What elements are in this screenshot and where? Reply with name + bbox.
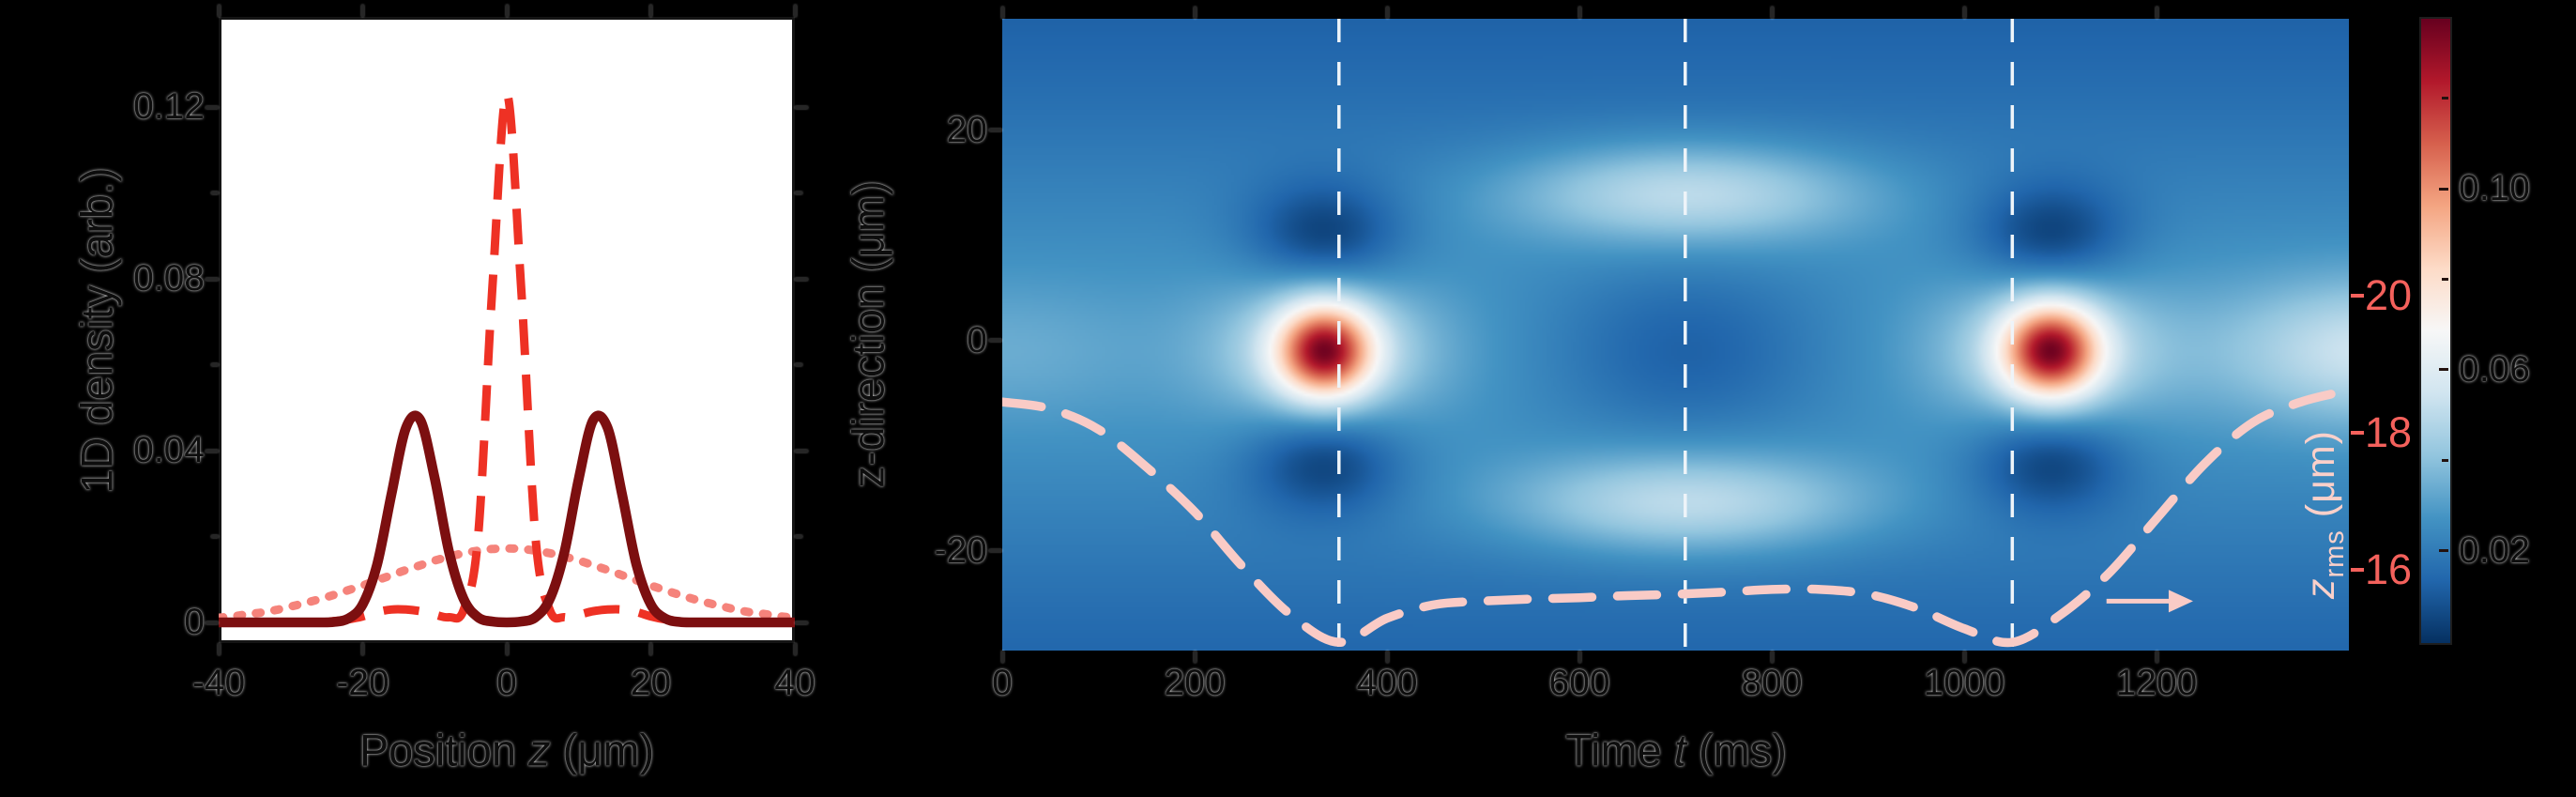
left-y-minor-tick-right bbox=[795, 363, 802, 366]
right-x-tick-top bbox=[2155, 7, 2158, 19]
right-x-tick bbox=[1578, 651, 1581, 663]
density-heatmap bbox=[1002, 19, 2349, 651]
zrms-tick-label: 18 bbox=[2365, 408, 2413, 457]
left-y-minor-tick-right bbox=[795, 192, 802, 194]
left-y-tick-right bbox=[795, 449, 808, 452]
colorbar-tick bbox=[2439, 549, 2448, 553]
right-x-tick bbox=[1000, 651, 1004, 663]
right-x-tick-top bbox=[1770, 7, 1774, 19]
left-y-minor-tick bbox=[211, 192, 219, 194]
right-x-tick-label: 400 bbox=[1356, 663, 1418, 703]
zrms-tick-label: 16 bbox=[2365, 545, 2413, 594]
left-y-minor-tick-right bbox=[795, 535, 802, 538]
left-y-tick bbox=[206, 621, 219, 624]
zrms-label-unit: (μm) bbox=[2298, 429, 2344, 530]
left-panel-plot-area bbox=[219, 17, 795, 643]
left-x-tick-label: 40 bbox=[774, 663, 815, 703]
left-x-tick-top bbox=[361, 5, 364, 17]
colorbar-minor-tick bbox=[2442, 97, 2448, 100]
right-x-tick bbox=[1193, 651, 1197, 663]
colorbar-minor-tick bbox=[2442, 458, 2448, 462]
zrms-label-main: z bbox=[2298, 577, 2344, 600]
right-y-tick bbox=[989, 129, 1002, 132]
right-y-tick bbox=[989, 339, 1002, 343]
left-x-axis-label-var: z bbox=[528, 725, 551, 775]
colorbar-tick bbox=[2439, 187, 2448, 191]
right-x-tick-top bbox=[1000, 7, 1004, 19]
left-y-tick-right bbox=[795, 277, 808, 281]
colorbar-tick-label: 0.10 bbox=[2459, 168, 2530, 209]
right-x-tick-label: 200 bbox=[1164, 663, 1226, 703]
colorbar-tick-label: 0.06 bbox=[2459, 348, 2530, 390]
left-x-tick bbox=[505, 643, 509, 655]
right-x-tick-label: 1200 bbox=[2115, 663, 2198, 703]
zrms-tick bbox=[2351, 431, 2364, 436]
right-x-tick-label: 600 bbox=[1548, 663, 1610, 703]
left-x-tick-top bbox=[505, 5, 509, 17]
right-x-axis-label-suffix: (ms) bbox=[1685, 725, 1787, 775]
left-x-tick bbox=[649, 643, 652, 655]
left-x-tick bbox=[217, 643, 221, 655]
left-y-minor-tick bbox=[211, 363, 219, 366]
right-x-tick-label: 800 bbox=[1741, 663, 1803, 703]
colorbar-minor-tick bbox=[2442, 277, 2448, 281]
right-y-axis-label: z-direction (μm) bbox=[843, 180, 893, 488]
left-y-tick bbox=[206, 449, 219, 452]
right-y-tick-label: 0 bbox=[967, 319, 987, 360]
left-x-tick-label: 0 bbox=[496, 663, 517, 703]
right-x-tick-top bbox=[1193, 7, 1197, 19]
left-y-tick-label: 0.08 bbox=[133, 258, 205, 299]
zrms-tick bbox=[2351, 568, 2364, 573]
right-y-tick-label: -20 bbox=[934, 529, 987, 571]
left-y-minor-tick bbox=[211, 535, 219, 538]
left-x-axis-label-prefix: Position bbox=[358, 725, 529, 775]
right-x-axis-label: Time t (ms) bbox=[1565, 725, 1787, 776]
colorbar-tick bbox=[2439, 368, 2448, 372]
left-y-tick-right bbox=[795, 105, 808, 109]
left-x-tick bbox=[361, 643, 364, 655]
left-y-axis-label: 1D density (arb.) bbox=[71, 167, 122, 494]
right-x-tick bbox=[1962, 651, 1966, 663]
colorbar-tick-label: 0.02 bbox=[2459, 529, 2530, 571]
left-x-tick-top bbox=[217, 5, 221, 17]
zrms-label-sub: rms bbox=[2319, 529, 2350, 578]
colorbar bbox=[2419, 17, 2452, 645]
right-x-tick-label: 0 bbox=[992, 663, 1013, 703]
zrms-tick bbox=[2351, 293, 2364, 298]
zrms-tick-label: 20 bbox=[2365, 270, 2413, 319]
left-x-tick-label: -40 bbox=[191, 663, 246, 703]
right-x-tick-top bbox=[1578, 7, 1581, 19]
left-y-tick-right bbox=[795, 621, 808, 624]
left-y-tick bbox=[206, 105, 219, 109]
right-x-axis-label-var: t bbox=[1673, 725, 1686, 775]
left-x-tick-label: -20 bbox=[336, 663, 389, 703]
left-x-tick-label: 20 bbox=[630, 663, 672, 703]
right-x-tick-top bbox=[1385, 7, 1389, 19]
right-y-tick bbox=[989, 549, 1002, 553]
right-x-tick-top bbox=[1962, 7, 1966, 19]
right-x-tick bbox=[1385, 651, 1389, 663]
left-y-tick-label: 0.04 bbox=[133, 430, 205, 470]
left-y-tick-label: 0 bbox=[184, 602, 205, 642]
right-x-tick bbox=[2155, 651, 2158, 663]
right-y-tick-label: 20 bbox=[946, 109, 987, 150]
left-y-tick-label: 0.12 bbox=[133, 86, 205, 127]
left-y-tick bbox=[206, 277, 219, 281]
right-x-tick-label: 1000 bbox=[1923, 663, 2005, 703]
left-x-tick bbox=[793, 643, 797, 655]
left-x-axis-label-suffix: (μm) bbox=[550, 725, 655, 775]
left-x-tick-top bbox=[793, 5, 797, 17]
zrms-axis-label: zrms (μm) bbox=[2298, 430, 2351, 599]
right-x-tick bbox=[1770, 651, 1774, 663]
right-x-axis-label-prefix: Time bbox=[1565, 725, 1674, 775]
left-x-tick-top bbox=[649, 5, 652, 17]
left-x-axis-label: Position z (μm) bbox=[359, 725, 654, 776]
